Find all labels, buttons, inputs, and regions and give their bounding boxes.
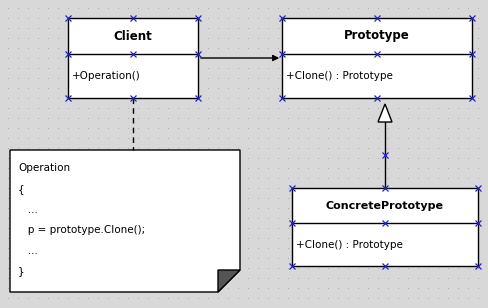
Bar bbox=[282, 18, 472, 98]
Text: Prototype: Prototype bbox=[344, 30, 410, 43]
Text: }: } bbox=[18, 266, 24, 276]
Bar bbox=[292, 188, 478, 266]
Text: ...: ... bbox=[18, 205, 38, 215]
Text: Client: Client bbox=[114, 30, 152, 43]
Polygon shape bbox=[218, 270, 240, 292]
Text: {: { bbox=[18, 184, 24, 194]
Text: +Clone() : Prototype: +Clone() : Prototype bbox=[296, 240, 403, 249]
Text: +Operation(): +Operation() bbox=[72, 71, 141, 81]
Polygon shape bbox=[10, 150, 240, 292]
Text: ...: ... bbox=[18, 246, 38, 256]
Text: ConcretePrototype: ConcretePrototype bbox=[326, 201, 444, 211]
Text: p = prototype.Clone();: p = prototype.Clone(); bbox=[18, 225, 145, 235]
Text: +Clone() : Prototype: +Clone() : Prototype bbox=[286, 71, 393, 81]
Text: Operation: Operation bbox=[18, 163, 70, 173]
Polygon shape bbox=[378, 104, 392, 122]
Bar bbox=[68, 18, 198, 98]
